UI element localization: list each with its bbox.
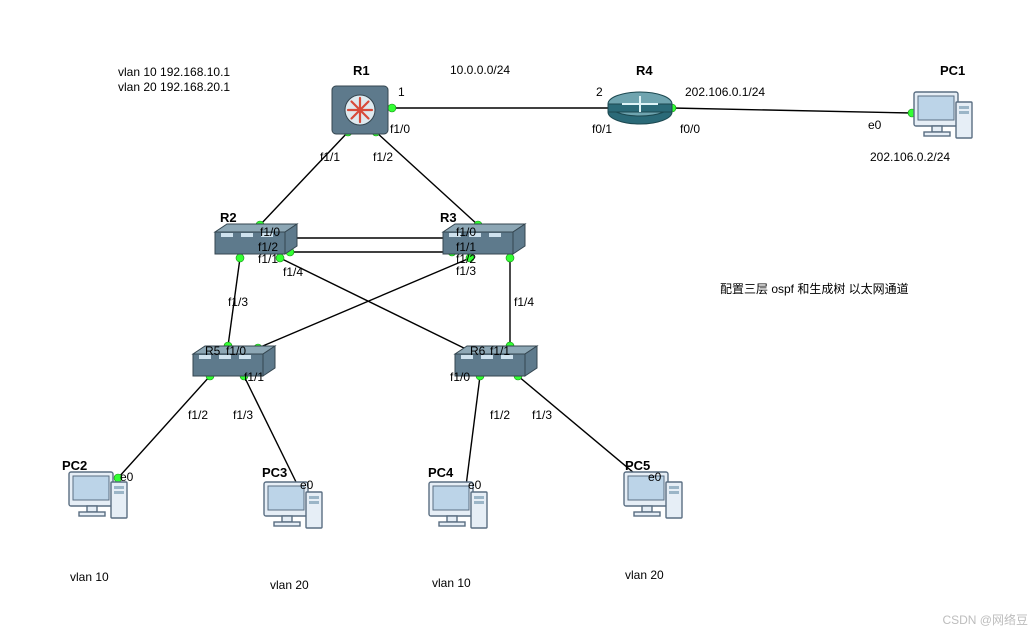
r5-label: R5	[205, 344, 220, 358]
pc5-label: PC5	[625, 458, 650, 473]
r1-f10: f1/0	[390, 122, 410, 136]
r3-f13-lbl: f1/3	[456, 264, 476, 278]
link	[466, 376, 480, 486]
switch-r2	[215, 224, 297, 254]
pc5-sub: vlan 20	[625, 568, 664, 582]
vlan10-text: vlan 10 192.168.10.1	[118, 65, 230, 79]
link	[280, 258, 472, 352]
r5-f10-lbl: f1/0	[226, 344, 246, 358]
link	[118, 376, 210, 478]
pc3-label: PC3	[262, 465, 287, 480]
r3-f10-lbl: f1/0	[456, 225, 476, 239]
r3-label: R3	[440, 210, 457, 225]
r5-f13-lbl: f1/3	[233, 408, 253, 422]
link	[260, 132, 348, 225]
pc3-sub: vlan 20	[270, 578, 309, 592]
r6-f10-lbl: f1/0	[450, 370, 470, 384]
pc1-label: PC1	[940, 63, 965, 78]
r4-if2: 2	[596, 85, 603, 99]
pc3-e0: e0	[300, 478, 313, 492]
port-dot	[506, 254, 514, 262]
r4-f00: f0/0	[680, 122, 700, 136]
r1-f12: f1/2	[373, 150, 393, 164]
pc5-e0: e0	[648, 470, 661, 484]
port-dot	[236, 254, 244, 262]
r2-f12-lbl: f1/2	[258, 240, 278, 254]
r4-f01: f0/1	[592, 122, 612, 136]
pc2-label: PC2	[62, 458, 87, 473]
pc1	[914, 92, 972, 138]
pc4-e0: e0	[468, 478, 481, 492]
watermark: CSDN @网络豆	[942, 611, 1028, 628]
wan-net: 10.0.0.0/24	[450, 63, 510, 77]
r6-label: R6	[470, 344, 485, 358]
topology-svg	[0, 0, 1036, 634]
vlan20-text: vlan 20 192.168.20.1	[118, 80, 230, 94]
pc4-label: PC4	[428, 465, 453, 480]
pc1-sub: 202.106.0.2/24	[870, 150, 950, 164]
r4-ip: 202.106.0.1/24	[685, 85, 765, 99]
r2-f13-lbl: f1/3	[228, 295, 248, 309]
r6-f11-lbl: f1/1	[490, 344, 510, 358]
r5-f12-lbl: f1/2	[188, 408, 208, 422]
link	[518, 376, 640, 478]
pc2-sub: vlan 10	[70, 570, 109, 584]
r6-f13-lbl: f1/3	[532, 408, 552, 422]
r2-f14-lbl: f1/4	[283, 265, 303, 279]
router-r1	[332, 86, 388, 134]
r1-label: R1	[353, 63, 370, 78]
r3-f14-lbl: f1/4	[514, 295, 534, 309]
port-dot	[388, 104, 396, 112]
pc2-e0: e0	[120, 470, 133, 484]
pc1-e0: e0	[868, 118, 881, 132]
r2-label: R2	[220, 210, 237, 225]
r4-label: R4	[636, 63, 653, 78]
r1-f11: f1/1	[320, 150, 340, 164]
router-r4	[608, 92, 672, 124]
r1-if1: 1	[398, 85, 405, 99]
r5-f11-lbl: f1/1	[244, 370, 264, 384]
topology-canvas: vlan 10 192.168.10.1 vlan 20 192.168.20.…	[0, 0, 1036, 634]
r6-f12-lbl: f1/2	[490, 408, 510, 422]
pc4-sub: vlan 10	[432, 576, 471, 590]
r2-f10-lbl: f1/0	[260, 225, 280, 239]
link	[672, 108, 912, 113]
description-text: 配置三层 ospf 和生成树 以太网通道	[720, 280, 909, 297]
r2-f11-lbl: f1/1	[258, 252, 278, 266]
link	[376, 132, 478, 225]
